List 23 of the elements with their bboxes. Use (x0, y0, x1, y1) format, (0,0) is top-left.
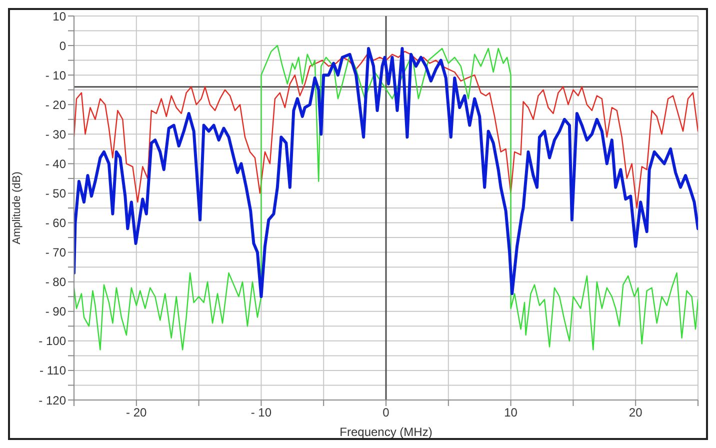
y-tick-label: - 30 (45, 127, 66, 142)
y-tick-label: - 120 (38, 393, 66, 408)
x-tick-label: - 10 (250, 406, 272, 420)
y-tick-label: - 110 (40, 364, 66, 378)
y-tick-label: - 70 (45, 246, 66, 260)
y-tick-label: - 40 (45, 156, 66, 171)
y-axis-title: Amplitude (dB) (10, 172, 23, 244)
y-tick-label: - 90 (45, 304, 66, 319)
x-tick-label: 10 (504, 406, 518, 420)
y-tick-label: - 10 (45, 68, 66, 82)
y-tick-label: 0 (59, 38, 66, 53)
line-series (74, 46, 698, 298)
y-tick-label: - 100 (38, 334, 66, 348)
line-series (74, 50, 698, 209)
line-series (74, 44, 698, 350)
x-tick-label: 20 (628, 406, 643, 420)
y-tick-label: - 60 (45, 216, 66, 230)
y-tick-label: - 50 (45, 186, 66, 200)
x-tick-label: - 20 (126, 406, 148, 420)
x-tick-label: 0 (382, 406, 390, 420)
y-tick-label: - 20 (45, 98, 66, 112)
y-tick-label: 10 (52, 9, 66, 24)
y-tick-label: - 80 (45, 275, 66, 290)
